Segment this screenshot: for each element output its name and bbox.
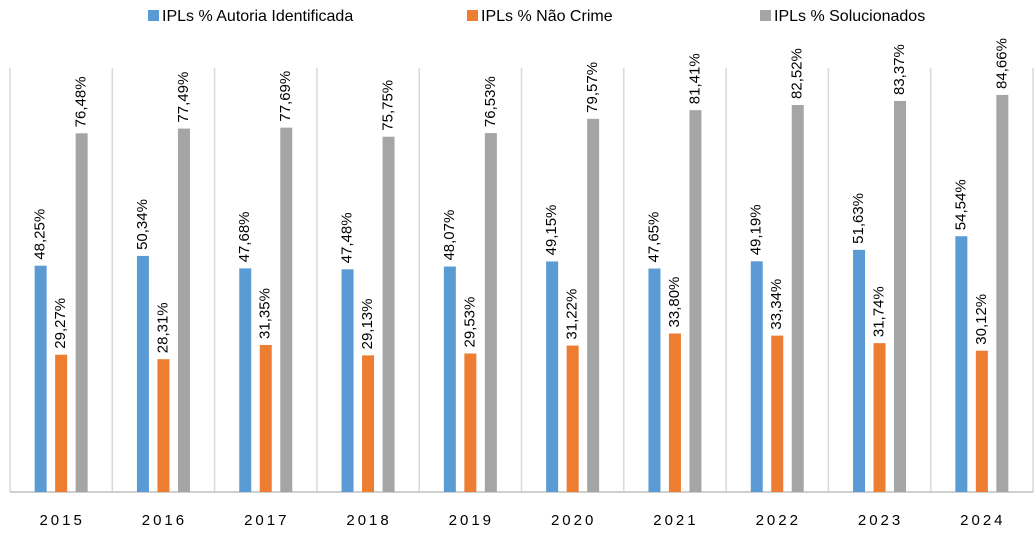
- bar: [443, 266, 456, 492]
- bar: [136, 255, 149, 492]
- legend-swatch: [467, 10, 478, 21]
- x-tick-label: 2023: [858, 512, 903, 529]
- bar: [75, 133, 88, 492]
- bar: [853, 249, 866, 492]
- bar: [689, 110, 702, 492]
- data-label: 81,41%: [686, 53, 703, 104]
- data-label: 77,69%: [277, 71, 294, 122]
- bar: [362, 355, 375, 492]
- bar: [464, 353, 477, 492]
- bar: [791, 104, 804, 492]
- bar: [771, 335, 784, 492]
- x-tick-label: 2018: [346, 512, 391, 529]
- bar: [177, 128, 190, 492]
- data-label: 47,65%: [645, 212, 662, 263]
- x-tick-label: 2017: [244, 512, 289, 529]
- data-label: 79,57%: [584, 62, 601, 113]
- data-label: 47,68%: [236, 212, 253, 263]
- bar: [546, 261, 559, 492]
- data-label: 28,31%: [154, 302, 171, 353]
- bar: [566, 345, 579, 492]
- data-label: 75,75%: [380, 80, 397, 131]
- bar: [668, 333, 681, 492]
- bar: [484, 133, 497, 493]
- bar: [280, 127, 293, 492]
- data-label: 48,25%: [32, 209, 49, 260]
- bar: [894, 100, 907, 493]
- data-label: 48,07%: [441, 210, 458, 261]
- x-tick-label: 2022: [756, 512, 801, 529]
- data-label: 29,27%: [52, 298, 69, 349]
- bar: [955, 236, 968, 492]
- bar: [34, 265, 47, 492]
- data-label: 33,80%: [666, 277, 683, 328]
- bar: [341, 269, 354, 492]
- bar: [648, 268, 661, 492]
- x-tick-label: 2019: [449, 512, 494, 529]
- data-label: 49,15%: [543, 205, 560, 256]
- data-label: 31,22%: [564, 289, 581, 340]
- data-label: 31,74%: [871, 286, 888, 337]
- bar: [382, 136, 395, 493]
- x-tick-label: 2024: [960, 512, 1005, 529]
- bar: [239, 268, 252, 492]
- x-tick-label: 2020: [551, 512, 596, 529]
- data-label: 76,53%: [482, 76, 499, 127]
- legend-swatch: [148, 10, 159, 21]
- data-label: 51,63%: [850, 193, 867, 244]
- data-label: 84,66%: [993, 38, 1010, 89]
- data-label: 82,52%: [789, 48, 806, 99]
- legend-label: IPLs % Solucionados: [774, 8, 925, 25]
- x-tick-label: 2021: [653, 512, 698, 529]
- data-label: 54,54%: [952, 179, 969, 230]
- data-label: 47,48%: [339, 212, 356, 263]
- legend-label: IPLs % Autoria Identificada: [162, 8, 353, 25]
- data-label: 49,19%: [748, 204, 765, 255]
- bar: [587, 118, 600, 492]
- data-label: 29,13%: [359, 299, 376, 350]
- legend-swatch: [760, 10, 771, 21]
- legend-label: IPLs % Não Crime: [481, 8, 613, 25]
- bar: [55, 354, 68, 492]
- data-label: 77,49%: [175, 72, 192, 123]
- bar: [975, 350, 988, 492]
- bar: [157, 359, 170, 492]
- data-label: 30,12%: [973, 294, 990, 345]
- x-tick-label: 2016: [142, 512, 187, 529]
- data-label: 76,48%: [73, 76, 90, 127]
- x-tick-label: 2015: [39, 512, 84, 529]
- data-label: 31,35%: [257, 288, 274, 339]
- bar: [873, 343, 886, 492]
- data-label: 50,34%: [134, 199, 151, 250]
- data-label: 83,37%: [891, 44, 908, 95]
- bar: [996, 94, 1009, 492]
- bar: [750, 261, 763, 492]
- bar: [259, 344, 272, 492]
- data-label: 29,53%: [461, 297, 478, 348]
- data-label: 33,34%: [768, 279, 785, 330]
